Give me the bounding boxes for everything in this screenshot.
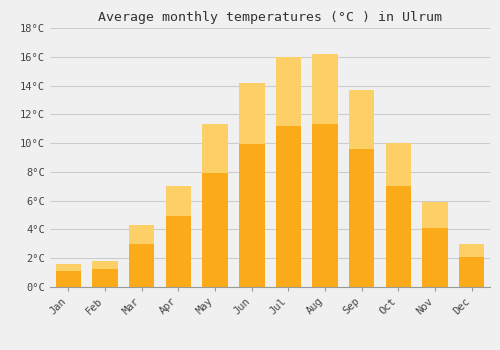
Bar bbox=[312, 54, 338, 124]
Bar bbox=[202, 124, 228, 287]
Bar bbox=[422, 202, 448, 228]
Bar bbox=[459, 244, 484, 287]
Bar bbox=[349, 90, 374, 287]
Bar bbox=[276, 57, 301, 126]
Bar bbox=[276, 57, 301, 287]
Bar bbox=[129, 225, 154, 287]
Bar bbox=[56, 264, 81, 287]
Bar bbox=[459, 244, 484, 257]
Bar bbox=[386, 143, 411, 186]
Bar bbox=[166, 186, 191, 287]
Title: Average monthly temperatures (°C ) in Ulrum: Average monthly temperatures (°C ) in Ul… bbox=[98, 11, 442, 24]
Bar bbox=[129, 225, 154, 244]
Bar bbox=[422, 202, 448, 287]
Bar bbox=[312, 54, 338, 287]
Bar bbox=[92, 261, 118, 287]
Bar bbox=[56, 264, 81, 271]
Bar bbox=[239, 83, 264, 287]
Bar bbox=[239, 83, 264, 144]
Bar bbox=[166, 186, 191, 217]
Bar bbox=[92, 261, 118, 269]
Bar bbox=[349, 90, 374, 149]
Bar bbox=[202, 124, 228, 173]
Bar bbox=[386, 143, 411, 287]
